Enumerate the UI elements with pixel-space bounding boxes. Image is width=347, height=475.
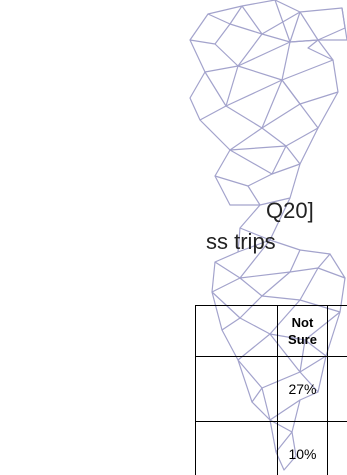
map-mesh-line [281, 59, 339, 105]
map-mesh-line [317, 91, 339, 129]
map-mesh-line [281, 39, 334, 81]
table-row: 10% [195, 421, 347, 475]
not-sure-value: 27% [277, 356, 328, 422]
map-mesh-line [229, 5, 263, 35]
map-mesh-line [207, 13, 231, 25]
map-mesh-line [214, 23, 263, 67]
map-mesh-line [189, 71, 206, 121]
map-mesh-line [271, 127, 319, 175]
not-sure-value: 10% [277, 421, 328, 475]
map-mesh-line [261, 11, 301, 43]
heading-line-1: Q20] [266, 198, 314, 223]
map-mesh-line [261, 103, 319, 147]
map-mesh-line [285, 145, 301, 165]
map-mesh-line [204, 65, 239, 107]
results-table: Not Sure 27% 10% [195, 305, 347, 475]
empty-cell [195, 356, 278, 422]
map-mesh-line [261, 267, 319, 301]
empty-cell [327, 356, 347, 422]
empty-cell [195, 421, 278, 475]
not-sure-header: Not Sure [277, 305, 328, 357]
heading-line-2: ss trips [206, 229, 276, 254]
map-mesh-line [211, 261, 241, 293]
empty-header-cell [195, 305, 278, 357]
table-row: 27% [195, 356, 347, 422]
map-mesh-line [317, 253, 346, 279]
map-mesh-line [214, 175, 260, 206]
map-mesh-line [318, 7, 347, 41]
map-mesh-line [239, 197, 291, 241]
empty-cell [327, 421, 347, 475]
map-mesh-line [274, 0, 291, 43]
map-mesh-line [189, 39, 239, 73]
map-mesh-line [189, 5, 243, 41]
table-header-row: Not Sure [195, 305, 347, 357]
map-mesh-line [237, 41, 291, 81]
map-mesh-line [199, 105, 263, 151]
map-mesh-line [289, 11, 319, 43]
map-mesh-line [225, 79, 283, 129]
empty-header-cell [327, 305, 347, 357]
map-mesh-line [214, 149, 273, 187]
map-mesh-line [247, 163, 301, 206]
map-mesh-line [229, 145, 287, 175]
